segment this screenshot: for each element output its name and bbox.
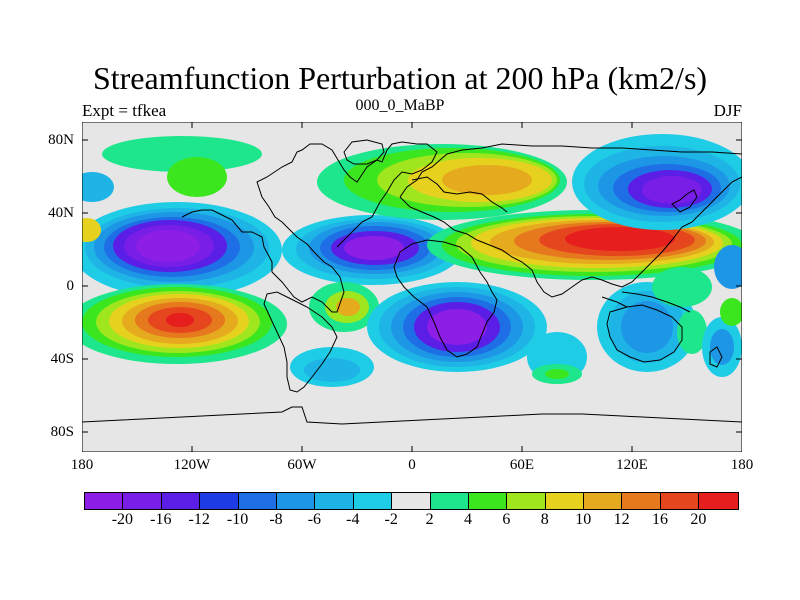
lon-label-0: 0	[408, 457, 416, 473]
new-zealand-outline	[709, 346, 723, 368]
lon-label-60w: 60W	[287, 457, 317, 473]
eurasia-outline	[399, 143, 742, 298]
contour-blob-safrica-cold	[367, 282, 547, 372]
colorbar-box	[660, 493, 700, 509]
contour-blob-spac-warm	[82, 284, 287, 364]
lat-label-80s: 80S	[50, 424, 74, 440]
lat-label-0: 0	[66, 278, 75, 294]
colorbar-box	[353, 493, 393, 509]
colorbar-label: 12	[613, 511, 630, 528]
greenland-outline	[343, 139, 385, 165]
maritime-islands-outline	[601, 291, 691, 313]
experiment-label: Expt = tfkea	[82, 101, 167, 120]
contour-blob-neasia-cold	[572, 134, 742, 230]
colorbar-box	[545, 493, 585, 509]
colorbar-box	[123, 493, 162, 509]
colorbar-box	[507, 493, 546, 509]
colorbar-label: 10	[575, 511, 592, 528]
streamfunction-map	[82, 122, 742, 452]
colorbar-box	[622, 493, 661, 509]
japan-outline	[671, 189, 698, 213]
contour-fills	[82, 134, 742, 387]
lat-label-40s: 40S	[50, 351, 74, 367]
africa-outline	[393, 239, 498, 358]
australia-outline	[606, 304, 683, 363]
colorbar-label: -8	[269, 511, 283, 528]
contour-blob-npac	[82, 202, 282, 298]
colorbar-box	[584, 493, 623, 509]
colorbar-label: 16	[652, 511, 668, 528]
colorbar-label: -6	[307, 511, 322, 528]
lon-label-60e: 60E	[509, 457, 535, 473]
lon-label-120e: 120E	[616, 457, 648, 473]
colorbar-box	[315, 493, 354, 509]
colorbar-box	[430, 493, 469, 509]
europe-detail-outline	[411, 176, 508, 213]
north-america-outline	[181, 141, 438, 313]
colorbar-box	[468, 493, 508, 509]
contour-blob-s-ocean	[532, 364, 582, 384]
colorbar-label: -20	[111, 511, 134, 528]
contour-blob-npac-arctic	[102, 136, 262, 197]
colorbar-label: 6	[502, 511, 511, 528]
map-title: Streamfunction Perturbation at 200 hPa (…	[92, 60, 708, 96]
colorbar-label: 4	[464, 511, 472, 528]
colorbar	[84, 492, 739, 510]
south-america-outline	[263, 291, 338, 393]
colorbar-box	[699, 493, 738, 509]
map-panel	[82, 122, 742, 452]
lon-label-180-east: 180	[730, 457, 754, 473]
lat-label-80n: 80N	[48, 132, 74, 148]
colorbar-label: -16	[150, 511, 172, 528]
colorbar-box	[238, 493, 277, 509]
lat-label-40n: 40N	[48, 205, 74, 221]
colorbar-label: 2	[425, 511, 434, 528]
colorbar-box	[200, 493, 239, 509]
contour-blob-eurasia-north	[317, 144, 567, 220]
land-outlines	[82, 139, 742, 425]
axis-ticks	[82, 122, 742, 452]
contour-blob-east-pac-edge	[82, 172, 742, 289]
colorbar-label: -10	[226, 511, 249, 528]
colorbar-box	[161, 493, 201, 509]
colorbar-label: -12	[188, 511, 210, 528]
colorbar-box	[85, 493, 124, 509]
colorbar-label: -2	[384, 511, 398, 528]
colorbar-label: 20	[690, 511, 707, 528]
antarctica-outline	[82, 406, 742, 425]
contour-blob-samerica	[290, 282, 379, 387]
lon-label-180-west: 180	[70, 457, 94, 473]
colorbar-label: -4	[346, 511, 360, 528]
run-label: 000_0_MaBP	[355, 97, 445, 114]
season-label: DJF	[713, 101, 742, 120]
colorbar-label: 8	[540, 511, 549, 528]
lon-label-120w: 120W	[173, 457, 211, 473]
colorbar-box	[276, 493, 316, 509]
colorbar-box	[392, 493, 431, 509]
